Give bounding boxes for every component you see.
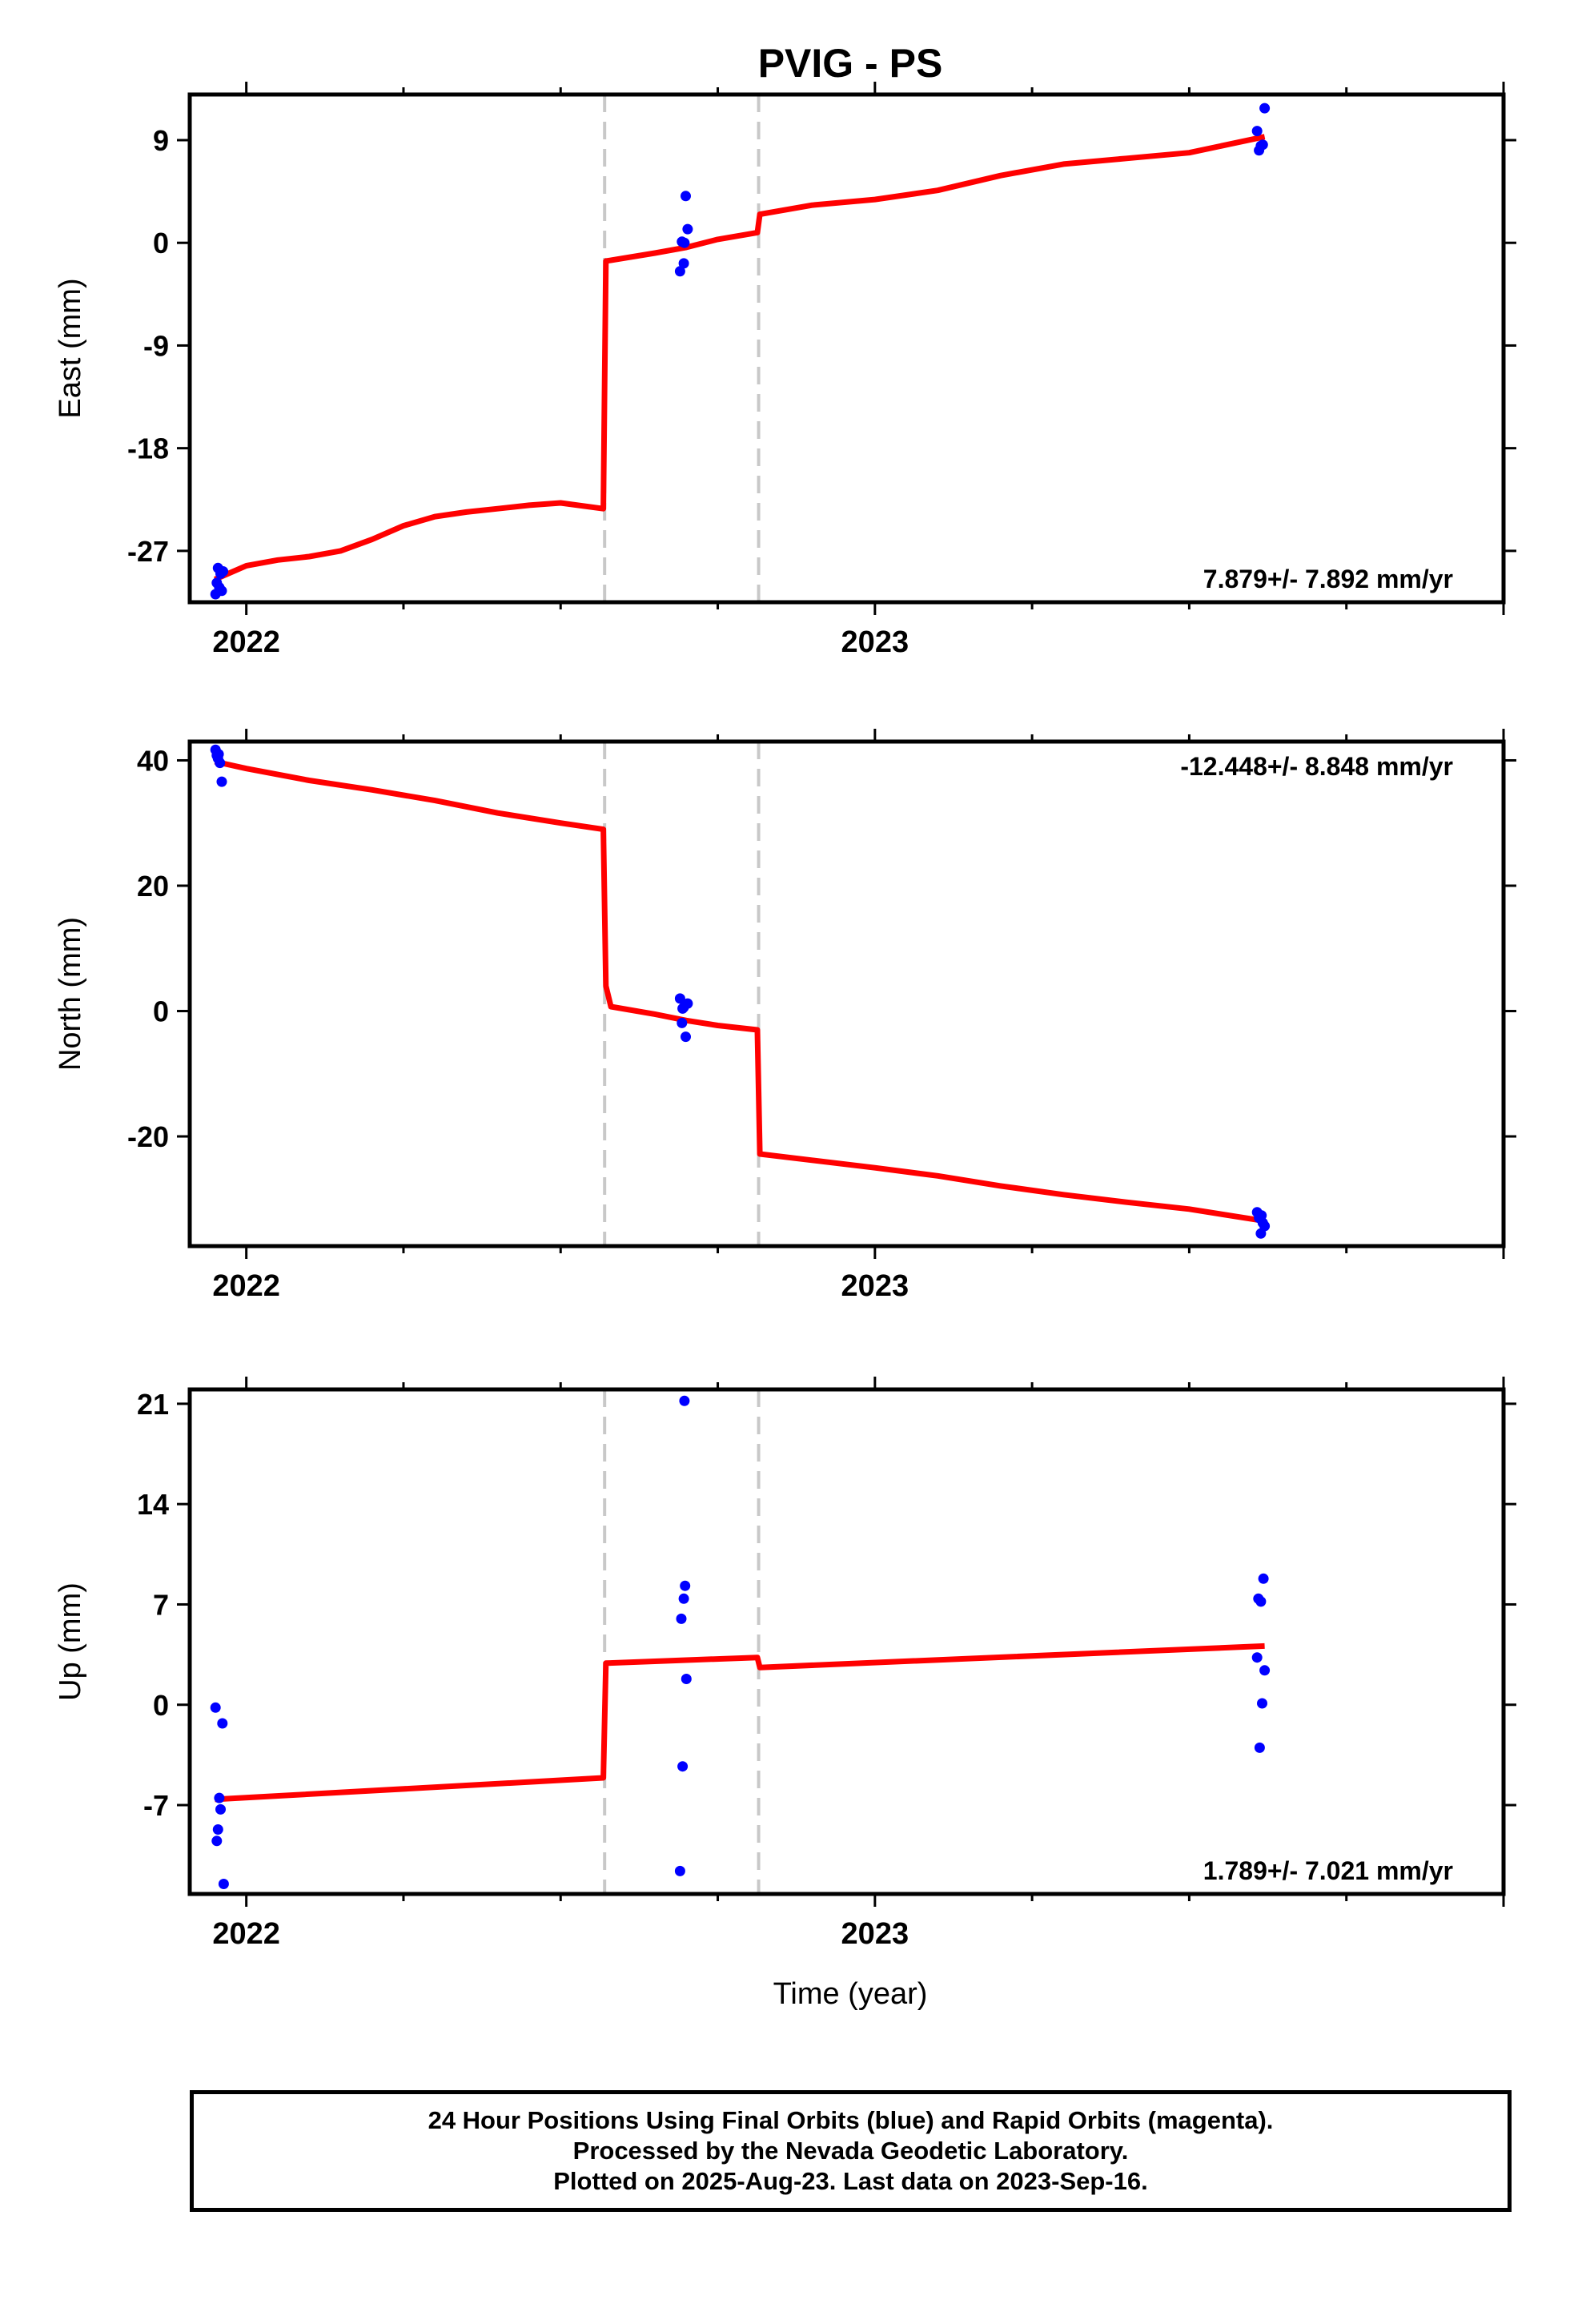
east-data-point [679,237,690,248]
up-data-point [679,1395,690,1406]
up-data-point [1254,1742,1265,1753]
up-y-tick-label: -7 [143,1789,169,1822]
north-x-tick-label: 2022 [212,1269,280,1303]
north-x-tick-label: 2023 [841,1269,909,1303]
x-axis-label: Time (year) [773,1977,928,2011]
panels-group: 2022 2023 -27 -18 -9 0 9 East (mm) 7.879+/- 7.89… [54,82,1516,1951]
chart-title: PVIG - PS [758,41,943,86]
north-data-point [1259,1220,1271,1232]
east-y-tick-label: -27 [127,535,169,568]
up-panel: 2022 2023 -7 0 7 14 21 Up (mm) 1.789+/- 7.021 mm… [54,1377,1516,1951]
north-panel: 2022 2023 -20 0 20 40 North (mm) -12.448+/- 8.8… [54,729,1516,1303]
north-y-tick-label: 20 [137,870,169,903]
up-data-point [217,1718,228,1729]
up-data-point [681,1674,692,1684]
north-data-point [213,749,224,760]
footer-line-1: 24 Hour Positions Using Final Orbits (bl… [428,2106,1274,2134]
north-data-point [677,1017,688,1028]
east-plot-frame [187,92,1506,605]
east-data-point [681,191,691,202]
north-rate-label: -12.448+/- 8.848 mm/yr [1180,752,1453,781]
up-rate-label: 1.789+/- 7.021 mm/yr [1203,1856,1453,1885]
up-y-tick-label: 14 [137,1488,169,1521]
footer-line-2: Processed by the Nevada Geodetic Laborat… [572,2137,1129,2165]
east-data-point [218,566,229,577]
up-data-point [218,1879,229,1889]
up-data-point [677,1761,689,1772]
east-y-tick-label: 0 [153,227,169,259]
east-data-point [216,585,227,597]
up-y-tick-label: 21 [137,1388,169,1421]
east-data-point [1257,139,1268,151]
up-data-point [212,1824,223,1835]
north-y-tick-label: 40 [137,744,169,777]
up-data-point [215,1803,226,1815]
east-y-tick-label: -9 [143,329,169,362]
up-data-point [676,1613,687,1624]
east-data-point [1259,103,1271,114]
up-data-point [1259,1665,1271,1676]
east-data-point [682,223,693,235]
east-data-point [1251,126,1263,137]
north-y-tick-label: -20 [127,1120,169,1153]
up-data-point [210,1702,221,1713]
east-panel: 2022 2023 -27 -18 -9 0 9 East (mm) 7.879+/- 7.89… [54,82,1516,659]
up-data-point [211,1835,223,1847]
east-y-tick-label: 9 [153,124,169,157]
up-data-point [1258,1573,1269,1584]
east-data-point [674,266,685,277]
footer-line-3: Plotted on 2025-Aug-23. Last data on 202… [553,2167,1148,2195]
east-rate-label: 7.879+/- 7.892 mm/yr [1203,565,1453,593]
up-data-point [1257,1698,1267,1709]
north-data-point [216,776,227,787]
footer-caption-box: 24 Hour Positions Using Final Orbits (bl… [190,2090,1512,2212]
east-x-tick-label: 2022 [212,625,280,659]
east-y-axis-label: East (mm) [54,278,87,418]
east-y-tick-label: -18 [127,432,169,465]
up-y-tick-label: 7 [153,1588,169,1621]
up-plot-frame [187,1387,1506,1896]
up-y-axis-label: Up (mm) [54,1582,87,1701]
east-data-point [678,258,689,269]
up-data-point [1255,1596,1267,1607]
up-x-tick-label: 2023 [841,1917,909,1951]
up-data-point [1251,1652,1263,1663]
east-x-tick-label: 2023 [841,625,909,659]
north-data-point [674,993,685,1004]
up-x-tick-label: 2022 [212,1917,280,1951]
east-model-line [214,134,1266,582]
up-data-point [674,1865,685,1876]
north-model-line [214,758,1266,1224]
up-data-point [214,1792,225,1803]
north-data-point [215,758,226,769]
up-data-point [680,1580,691,1591]
north-y-tick-label: 0 [153,995,169,1028]
up-y-tick-label: 0 [153,1689,169,1722]
north-y-axis-label: North (mm) [54,917,87,1071]
north-data-point [681,1031,691,1043]
up-data-point [678,1593,689,1604]
north-plot-frame [187,739,1506,1248]
north-data-point [1256,1210,1267,1221]
north-data-point [677,1003,689,1014]
up-model-line [215,1642,1265,1803]
